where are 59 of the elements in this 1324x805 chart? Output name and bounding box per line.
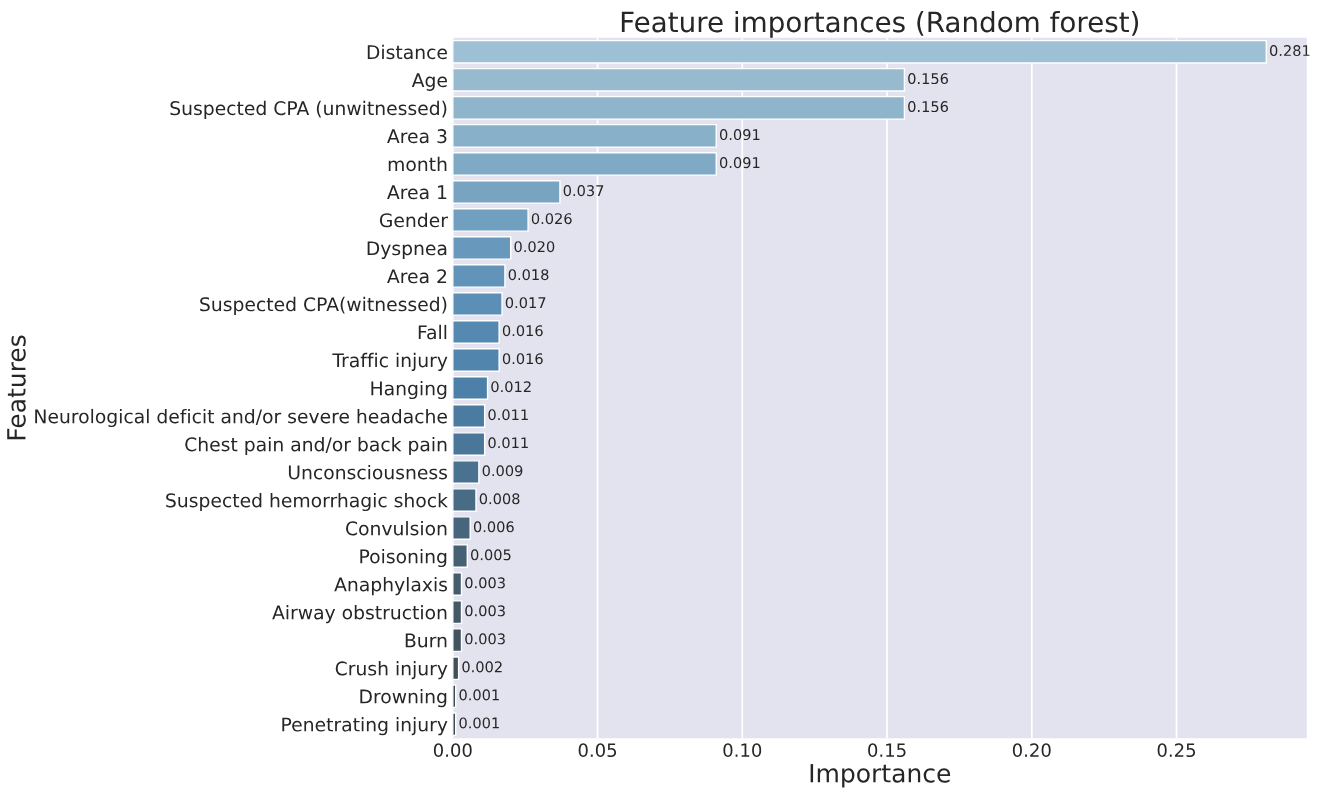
- y-tick-label: Suspected CPA (unwitnessed): [170, 100, 447, 119]
- y-axis-title: Features: [7, 335, 26, 440]
- data-label: 0.003: [465, 605, 505, 617]
- y-tick-label: Gender: [379, 212, 448, 228]
- y-tick-label: Area 2: [387, 269, 447, 284]
- y-tick-label: Fall: [418, 324, 447, 340]
- chart-title: Feature importances (Random forest): [621, 10, 1139, 38]
- y-tick-label: Drowning: [360, 689, 447, 708]
- data-label: 0.156: [908, 101, 949, 113]
- data-label: 0.003: [465, 633, 505, 645]
- data-label: 0.009: [482, 465, 523, 477]
- y-tick-label: Traffic injury: [332, 352, 448, 372]
- y-tick-label: Poisoning: [360, 548, 447, 568]
- y-tick-label: Area 3: [387, 129, 447, 144]
- data-label: 0.281: [1270, 45, 1310, 57]
- y-tick-label: Neurological deficit and/or severe headache: [35, 408, 447, 428]
- data-label: 0.001: [459, 689, 499, 701]
- data-label: 0.006: [473, 521, 514, 533]
- y-tick-label: Penetrating injury: [282, 717, 448, 736]
- x-tick-label: 0.25: [1157, 743, 1196, 758]
- x-axis-title: Importance: [810, 764, 951, 788]
- y-tick-label: Crush injury: [335, 661, 448, 680]
- data-label: 0.091: [719, 129, 760, 141]
- y-tick-label: Unconsciousness: [288, 464, 448, 480]
- x-tick-label: 0.10: [723, 743, 762, 758]
- y-tick-label: Convulsion: [346, 520, 447, 536]
- y-tick-label: Age: [411, 73, 447, 91]
- data-label: 0.003: [465, 577, 505, 589]
- data-label: 0.012: [491, 381, 531, 393]
- data-label: 0.037: [563, 185, 604, 197]
- data-label: 0.001: [459, 717, 499, 729]
- data-label: 0.002: [462, 661, 502, 673]
- y-tick-label: month: [388, 156, 447, 172]
- data-label: 0.091: [719, 157, 760, 169]
- y-tick-label: Dyspnea: [367, 241, 447, 259]
- y-tick-label: Suspected hemorrhagic shock: [166, 492, 448, 512]
- data-label: 0.011: [488, 437, 528, 449]
- y-tick-label: Distance: [367, 44, 447, 60]
- x-tick-label: 0.15: [868, 743, 906, 758]
- y-tick-label: Suspected CPA(witnessed): [200, 296, 447, 315]
- y-tick-label: Area 1: [387, 185, 447, 200]
- data-label: 0.018: [508, 269, 549, 281]
- data-label: 0.156: [908, 73, 949, 85]
- x-tick-label: 0.20: [1012, 743, 1051, 758]
- data-label: 0.017: [505, 297, 546, 309]
- x-tick-label: 0.05: [578, 743, 617, 758]
- data-label: 0.011: [488, 409, 528, 421]
- data-label: 0.016: [502, 353, 543, 365]
- y-tick-label: Anaphylaxis: [334, 576, 448, 596]
- data-label: 0.016: [502, 325, 543, 337]
- data-label: 0.020: [514, 241, 555, 253]
- y-tick-label: Hanging: [371, 380, 447, 400]
- y-tick-label: Chest pain and/or back pain: [185, 436, 447, 456]
- data-label: 0.008: [479, 493, 520, 505]
- data-label: 0.026: [531, 213, 572, 225]
- y-tick-label: Airway obstruction: [272, 605, 447, 624]
- x-tick-label: 0.00: [433, 743, 472, 758]
- y-tick-label: Burn: [405, 633, 447, 648]
- data-label: 0.005: [471, 549, 511, 561]
